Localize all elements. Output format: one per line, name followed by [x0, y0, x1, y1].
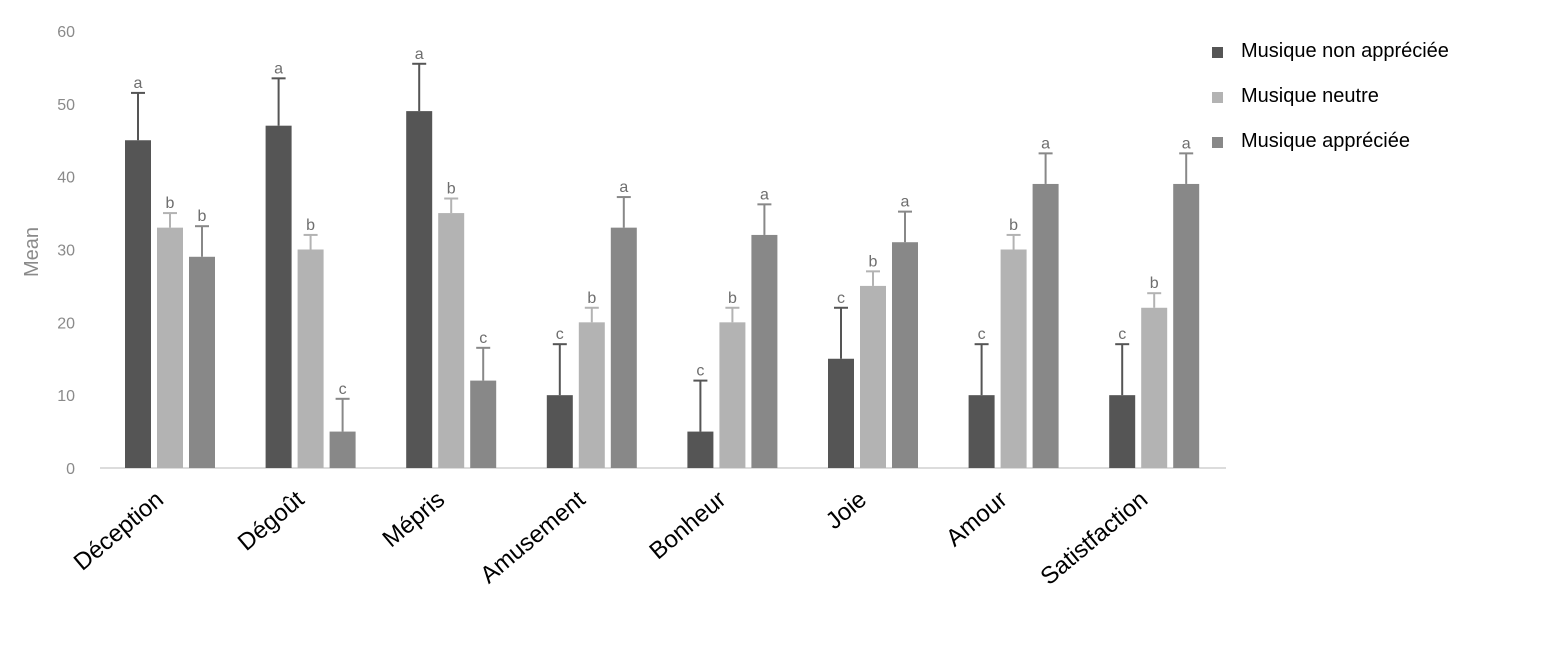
bar	[406, 111, 433, 468]
significance-label: b	[447, 181, 456, 198]
bar	[751, 234, 778, 468]
y-axis-ticks: 0 10 20 30 40 50 60	[57, 24, 75, 478]
category-label: Joie	[821, 486, 872, 535]
significance-label: c	[339, 381, 347, 398]
significance-label: a	[1041, 135, 1050, 152]
significance-label: b	[1009, 217, 1018, 234]
category-label: Amusement	[475, 486, 591, 589]
y-axis-label: Mean	[21, 227, 43, 277]
bar	[297, 249, 324, 468]
bar	[610, 227, 637, 468]
significance-label: a	[760, 186, 769, 203]
significance-label: b	[166, 195, 175, 212]
bar	[687, 431, 714, 468]
bar	[1141, 307, 1168, 468]
significance-label: c	[1118, 326, 1126, 343]
significance-label: a	[1182, 135, 1191, 152]
category-label: Mépris	[378, 486, 451, 553]
significance-label: b	[198, 208, 207, 225]
y-tick-label: 50	[57, 97, 75, 114]
significance-label: a	[619, 179, 628, 196]
significance-label-group: a b b a b c a b c c b a c b a c b a c b a c b a	[134, 46, 1191, 398]
bar	[1173, 183, 1200, 468]
bar	[189, 256, 215, 468]
category-label: Dégoût	[233, 486, 310, 557]
category-label: Déception	[69, 486, 169, 576]
significance-label: b	[1150, 275, 1159, 292]
significance-label: a	[415, 46, 424, 63]
legend-swatch	[1212, 92, 1223, 103]
bar	[125, 140, 151, 468]
category-label: Bonheur	[644, 486, 731, 565]
legend-label: Musique neutre	[1241, 85, 1379, 107]
bar	[438, 213, 465, 468]
bar	[578, 322, 605, 468]
category-label: Satistfaction	[1036, 486, 1154, 591]
bar	[470, 380, 497, 468]
legend-label: Musique appréciée	[1241, 130, 1410, 152]
legend-swatch	[1212, 47, 1223, 58]
y-tick-label: 0	[66, 461, 75, 478]
bar	[1032, 183, 1059, 468]
y-tick-label: 20	[57, 315, 75, 332]
bar-series-group	[125, 111, 1200, 468]
significance-label: c	[837, 290, 845, 307]
bar	[265, 125, 292, 468]
significance-label: c	[696, 363, 704, 380]
bar	[968, 395, 995, 468]
significance-label: a	[901, 194, 910, 211]
bar	[860, 285, 886, 468]
significance-label: b	[306, 217, 315, 234]
bar	[546, 395, 573, 468]
legend: Musique non appréciée Musique neutre Musiq…	[1212, 40, 1449, 152]
bar	[719, 322, 746, 468]
legend-label: Musique non appréciée	[1241, 40, 1449, 62]
significance-label: a	[274, 60, 283, 77]
bar	[828, 358, 854, 468]
bar	[157, 227, 183, 468]
bar	[1109, 395, 1136, 468]
y-tick-label: 60	[57, 24, 75, 41]
significance-label: b	[869, 253, 878, 270]
significance-label: b	[587, 290, 596, 307]
significance-label: c	[479, 330, 487, 347]
bar	[1000, 249, 1027, 468]
category-label: Amour	[941, 486, 1013, 552]
y-tick-label: 30	[57, 243, 75, 260]
significance-label: c	[556, 326, 564, 343]
significance-label: a	[134, 75, 143, 92]
y-tick-label: 10	[57, 388, 75, 405]
error-bar-group	[131, 62, 1194, 432]
bar	[892, 242, 918, 468]
significance-label: b	[728, 290, 737, 307]
significance-label: c	[978, 326, 986, 343]
bar	[329, 431, 356, 468]
category-labels: Déception Dégoût Mépris Amusement Bonheur Joi…	[69, 486, 1153, 591]
legend-swatch	[1212, 137, 1223, 148]
y-tick-label: 40	[57, 170, 75, 187]
